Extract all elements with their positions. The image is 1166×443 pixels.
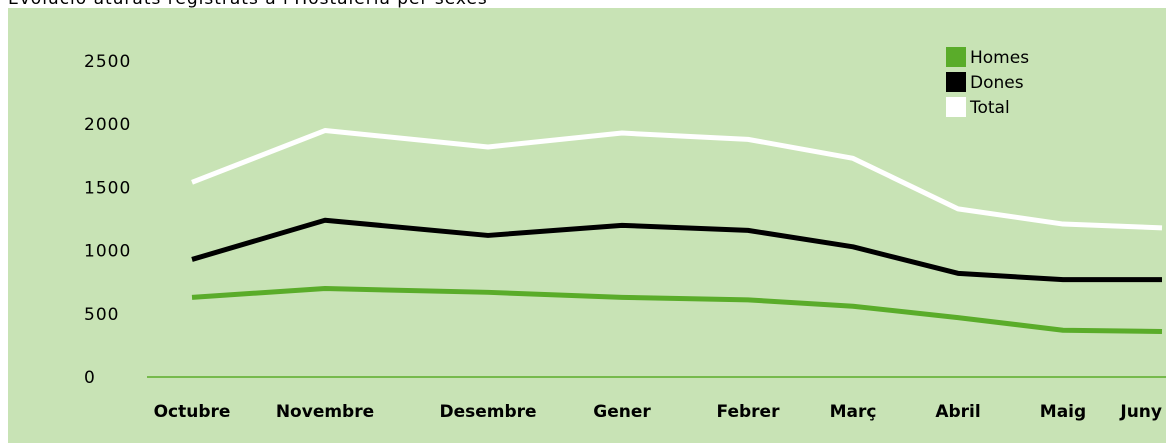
x-tick-label: Juny (1119, 402, 1162, 422)
x-tick-label: Abril (935, 402, 980, 422)
legend-label: Total (969, 98, 1010, 118)
x-tick-label: Gener (593, 402, 651, 422)
series-line (191, 286, 1163, 334)
x-tick-label: Desembre (439, 402, 536, 422)
x-tick-label: Maig (1040, 402, 1086, 422)
y-tick-label: 1500 (84, 178, 131, 198)
x-tick-label: Febrer (717, 402, 781, 422)
y-tick-label: 500 (84, 305, 119, 325)
y-tick-label: 0 (84, 368, 96, 388)
y-tick-label: 1000 (84, 242, 131, 262)
legend-swatch (946, 72, 966, 92)
chart-title: Evolució aturats registrats a l'Hostaler… (8, 0, 488, 9)
legend-label: Dones (970, 73, 1024, 93)
series-line (191, 217, 1162, 283)
legend-label: Homes (970, 48, 1029, 68)
series-line (191, 128, 1163, 231)
y-tick-label: 2500 (84, 52, 131, 72)
legend-swatch (946, 97, 966, 117)
y-tick-label: 2000 (84, 115, 131, 135)
x-tick-label: Novembre (276, 402, 374, 422)
x-tick-label: Octubre (154, 402, 231, 422)
legend-swatch (946, 47, 966, 67)
x-tick-label: Març (830, 402, 877, 422)
